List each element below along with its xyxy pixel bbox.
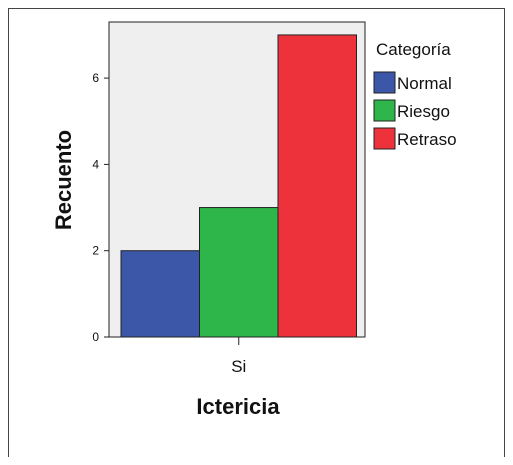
- x-ticks-group: Si: [231, 337, 246, 376]
- x-tick-label: Si: [231, 357, 246, 376]
- y-axis-title: Recuento: [51, 130, 76, 230]
- y-tick-label: 6: [92, 71, 99, 85]
- legend: Categoría Normal Riesgo Retraso: [373, 40, 457, 150]
- legend-swatch-normal: [373, 71, 396, 94]
- legend-label-retraso: Retraso: [397, 130, 457, 149]
- x-axis-title: Ictericia: [196, 394, 280, 419]
- legend-label-normal: Normal: [397, 74, 452, 93]
- legend-swatch-retraso: [373, 127, 396, 150]
- legend-title: Categoría: [376, 40, 451, 59]
- y-ticks-group: 0 2 4 6: [92, 71, 109, 344]
- bar-normal: [120, 250, 200, 338]
- bar-riesgo: [199, 207, 279, 338]
- y-tick-label: 0: [92, 330, 99, 344]
- y-tick-label: 4: [92, 157, 99, 171]
- legend-swatch-riesgo: [373, 99, 396, 122]
- y-tick-label: 2: [92, 244, 99, 258]
- legend-label-riesgo: Riesgo: [397, 102, 450, 121]
- bar-retraso: [277, 34, 357, 338]
